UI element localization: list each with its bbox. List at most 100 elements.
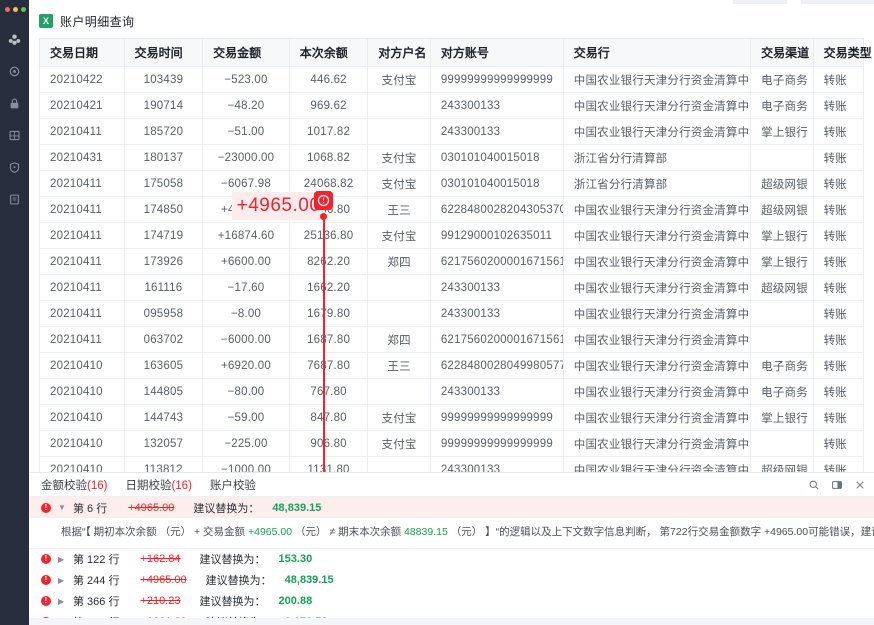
cell-current-balance[interactable]: 1687.80 <box>288 326 369 353</box>
cell-transaction-type[interactable]: 转账 <box>812 326 865 353</box>
cell-transaction-bank[interactable]: 中国农业银行天津分行资金清算中心 <box>562 118 752 145</box>
cell-current-balance[interactable]: 847.80 <box>288 404 369 431</box>
cell-transaction-amount[interactable]: −523.00 <box>202 66 290 93</box>
validation-issue-list[interactable]: ! ▼ 第 6 行 +4965.00 建议替换为： 48,839.15 根据“【 期初本次余… <box>29 497 874 625</box>
close-window-button[interactable] <box>5 7 10 12</box>
transactions-table-container[interactable]: 交易日期 交易时间 交易金额 本次余额 对方户名 对方账号 交易行 交易渠道 交… <box>29 34 874 472</box>
cell-transaction-date[interactable]: 20210411 <box>39 300 125 327</box>
cell-counterparty-name[interactable]: 王三 <box>367 352 431 379</box>
table-row[interactable]: 20210410 144805 −80.00 767.80 243300133 中国农业银… <box>39 378 865 405</box>
tab-date-validation[interactable]: 日期校验(16) <box>125 477 191 493</box>
cell-transaction-amount[interactable]: +6600.00 <box>202 248 290 275</box>
cell-counterparty-name[interactable]: 郑四 <box>367 248 431 275</box>
cell-transaction-time[interactable]: 174850 <box>123 196 204 223</box>
cell-transaction-type[interactable]: 转账 <box>812 456 865 472</box>
cell-counterparty-account[interactable]: 243300133 <box>429 92 564 119</box>
cell-transaction-type[interactable]: 转账 <box>812 248 865 275</box>
cell-transaction-bank[interactable]: 中国农业银行天津分行资金清算中心 <box>562 326 752 353</box>
cell-transaction-time[interactable]: 063702 <box>123 326 204 353</box>
cell-transaction-bank[interactable]: 中国农业银行天津分行资金清算中心 <box>562 456 752 472</box>
cell-transaction-time[interactable]: 144743 <box>123 404 204 431</box>
cell-transaction-channel[interactable] <box>750 430 814 457</box>
cell-transaction-channel[interactable]: 掌上银行 <box>750 248 814 275</box>
column-header-transaction-date[interactable]: 交易日期 <box>39 38 125 67</box>
cell-transaction-amount[interactable]: −6000.00 <box>202 326 290 353</box>
cell-current-balance[interactable]: 1068.82 <box>288 144 369 171</box>
cell-transaction-time[interactable]: 175058 <box>123 170 204 197</box>
cell-transaction-bank[interactable]: 中国农业银行天津分行资金清算中心 <box>562 248 752 275</box>
settings-gear-icon[interactable] <box>7 63 23 79</box>
cell-transaction-date[interactable]: 20210411 <box>39 222 125 249</box>
cell-counterparty-account[interactable]: 6228480028049980577 <box>429 352 564 379</box>
cell-transaction-channel[interactable]: 掌上银行 <box>750 222 814 249</box>
cell-transaction-amount[interactable]: −51.00 <box>202 118 290 145</box>
file-icon[interactable] <box>7 191 23 207</box>
table-row[interactable]: 20210411 175058 −6067.98 24068.82 支付宝 0301010… <box>39 170 865 197</box>
table-row[interactable]: 20210431 180137 −23000.00 1068.82 支付宝 0301010… <box>39 144 865 171</box>
cell-transaction-time[interactable]: 174719 <box>123 222 204 249</box>
cell-counterparty-name[interactable] <box>367 456 431 472</box>
cell-transaction-time[interactable]: 163605 <box>123 352 204 379</box>
table-row[interactable]: 20210411 174719 +16874.60 25136.80 支付宝 991290… <box>39 222 865 249</box>
cell-transaction-bank[interactable]: 中国农业银行天津分行资金清算中心 <box>562 274 752 301</box>
cell-transaction-time[interactable]: 173926 <box>123 248 204 275</box>
cell-current-balance[interactable]: 7687.80 <box>288 352 369 379</box>
table-row[interactable]: 20210411 161116 −17.60 1662.20 243300133 中国农业… <box>39 274 865 301</box>
issue-new-value[interactable]: 200.88 <box>278 595 313 608</box>
cell-transaction-channel[interactable] <box>750 326 814 353</box>
cell-current-balance[interactable]: 1679.80 <box>288 300 369 327</box>
cell-transaction-time[interactable]: 132057 <box>123 430 204 457</box>
table-row[interactable]: 20210410 163605 +6920.00 7687.80 王三 622848002… <box>39 352 865 379</box>
cell-transaction-channel[interactable]: 电子商务 <box>750 66 814 93</box>
cell-counterparty-account[interactable]: 6217560200001671561 <box>429 326 564 353</box>
cell-transaction-time[interactable]: 144805 <box>123 378 204 405</box>
column-header-transaction-time[interactable]: 交易时间 <box>123 38 204 67</box>
cell-transaction-type[interactable]: 转账 <box>812 170 865 197</box>
panel-layout-icon[interactable] <box>830 478 843 491</box>
table-row[interactable]: 20210410 144743 −59.00 847.80 支付宝 99999999999… <box>39 404 865 431</box>
table-row[interactable]: 20210421 190714 −48.20 969.62 243300133 中国农业银… <box>39 92 865 119</box>
tab-amount-validation[interactable]: 金额校验(16) <box>41 477 107 493</box>
validation-issue-row[interactable]: ! ▼ 第 6 行 +4965.00 建议替换为： 48,839.15 <box>29 497 874 518</box>
cell-transaction-channel[interactable]: 电子商务 <box>750 378 814 405</box>
cell-counterparty-account[interactable]: 243300133 <box>429 274 564 301</box>
cell-counterparty-account[interactable]: 243300133 <box>429 378 564 405</box>
table-row[interactable]: 20210410 113812 −1000.00 1131.80 243300133 中国… <box>39 456 865 472</box>
cell-transaction-bank[interactable]: 中国农业银行天津分行资金清算中心 <box>562 378 752 405</box>
cell-counterparty-name[interactable] <box>367 118 431 145</box>
cell-transaction-date[interactable]: 20210411 <box>39 196 125 223</box>
shield-icon[interactable] <box>7 159 23 175</box>
cell-transaction-amount[interactable]: −1000.00 <box>202 456 290 472</box>
cell-transaction-bank[interactable]: 中国农业银行天津分行资金清算中心 <box>562 404 752 431</box>
cell-transaction-bank[interactable]: 浙江省分行清算部 <box>562 144 752 171</box>
book-icon[interactable] <box>7 127 23 143</box>
cell-transaction-bank[interactable]: 中国农业银行天津分行资金清算中心 <box>562 222 752 249</box>
cell-counterparty-account[interactable]: 99999999999999999 <box>429 66 564 93</box>
cell-transaction-date[interactable]: 20210411 <box>39 118 125 145</box>
cell-transaction-channel[interactable]: 掌上银行 <box>750 118 814 145</box>
search-icon[interactable] <box>807 478 820 491</box>
table-row[interactable]: 20210411174850+4965.000136.80王三622848002… <box>39 196 865 223</box>
cell-counterparty-name[interactable]: 支付宝 <box>367 222 431 249</box>
cell-transaction-date[interactable]: 20210410 <box>39 352 125 379</box>
cell-current-balance[interactable]: 1017.82 <box>288 118 369 145</box>
cell-transaction-type[interactable]: 转账 <box>812 274 865 301</box>
column-header-transaction-type[interactable]: 交易类型 <box>812 38 872 67</box>
cell-transaction-type[interactable]: 转账 <box>812 144 865 171</box>
column-header-counterparty-name[interactable]: 对方户名 <box>367 38 431 67</box>
cell-counterparty-account[interactable]: 99999999999999999 <box>429 404 564 431</box>
column-header-transaction-bank[interactable]: 交易行 <box>562 38 752 67</box>
cell-transaction-type[interactable]: 转账 <box>812 92 865 119</box>
cell-transaction-date[interactable]: 20210410 <box>39 430 125 457</box>
cell-counterparty-name[interactable]: 王三 <box>367 196 431 223</box>
expand-caret-icon[interactable]: ▼ <box>58 503 66 512</box>
cell-current-balance[interactable]: 25136.80 <box>288 222 369 249</box>
cell-counterparty-account[interactable]: 030101040015018 <box>429 144 564 171</box>
cell-transaction-bank[interactable]: 中国农业银行天津分行资金清算中心 <box>562 196 752 223</box>
suggested-amount-overlay[interactable]: +4965.00 <box>232 192 325 220</box>
cell-transaction-date[interactable]: 20210410 <box>39 404 125 431</box>
cell-current-balance[interactable]: 767.80 <box>288 378 369 405</box>
cell-transaction-date[interactable]: 20210411 <box>39 170 125 197</box>
table-row[interactable]: 20210411 063702 −6000.00 1687.80 郑四 621756020… <box>39 326 865 353</box>
expand-caret-icon[interactable]: ▶ <box>58 575 65 585</box>
